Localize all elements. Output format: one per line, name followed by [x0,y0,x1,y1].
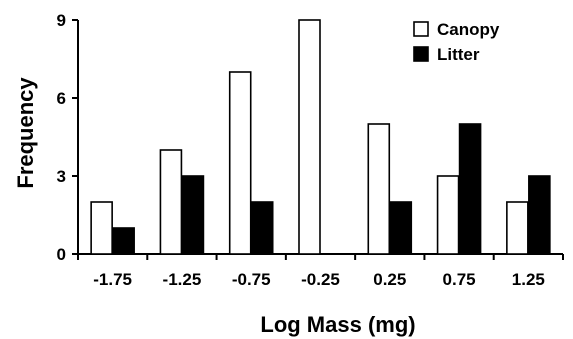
bar-canopy-2 [228,71,252,255]
x-axis-title: Log Mass (mg) [260,312,415,337]
x-tick-label: -0.25 [301,270,340,289]
legend-swatch-litter [413,46,429,62]
x-tick-label: -1.75 [93,270,132,289]
bars [90,19,551,255]
y-axis-title: Frequency [13,77,38,189]
y-axis: 0 3 6 9 [57,11,79,264]
x-tick-label: 0.25 [373,270,406,289]
bar-litter-2 [250,201,274,255]
legend-label-canopy: Canopy [437,20,500,39]
bar-canopy-4 [367,123,391,255]
bar-litter-1 [181,175,205,255]
bar-canopy-0 [90,201,113,255]
bar-litter-6 [528,175,551,255]
bar-canopy-3 [298,19,321,255]
x-tick-label: -1.25 [163,270,202,289]
y-tick-label: 6 [57,89,66,108]
bar-canopy-1 [159,149,183,255]
legend-swatch-canopy [413,21,429,37]
legend: Canopy Litter [413,20,500,64]
y-tick-label: 3 [57,167,66,186]
bar-litter-4 [389,201,413,255]
bar-canopy-5 [436,175,460,255]
x-tick-label: 1.25 [512,270,545,289]
y-tick-label: 0 [57,245,66,264]
y-tick-label: 9 [57,11,66,30]
bar-litter-0 [112,227,135,255]
bar-litter-5 [458,123,482,255]
x-tick-label: -0.75 [232,270,271,289]
x-axis: -1.75 -1.25 -0.75 -0.25 0.25 0.75 1.25 [77,253,564,289]
x-tick-label: 0.75 [443,270,476,289]
legend-label-litter: Litter [437,45,480,64]
bar-canopy-6 [506,201,529,255]
